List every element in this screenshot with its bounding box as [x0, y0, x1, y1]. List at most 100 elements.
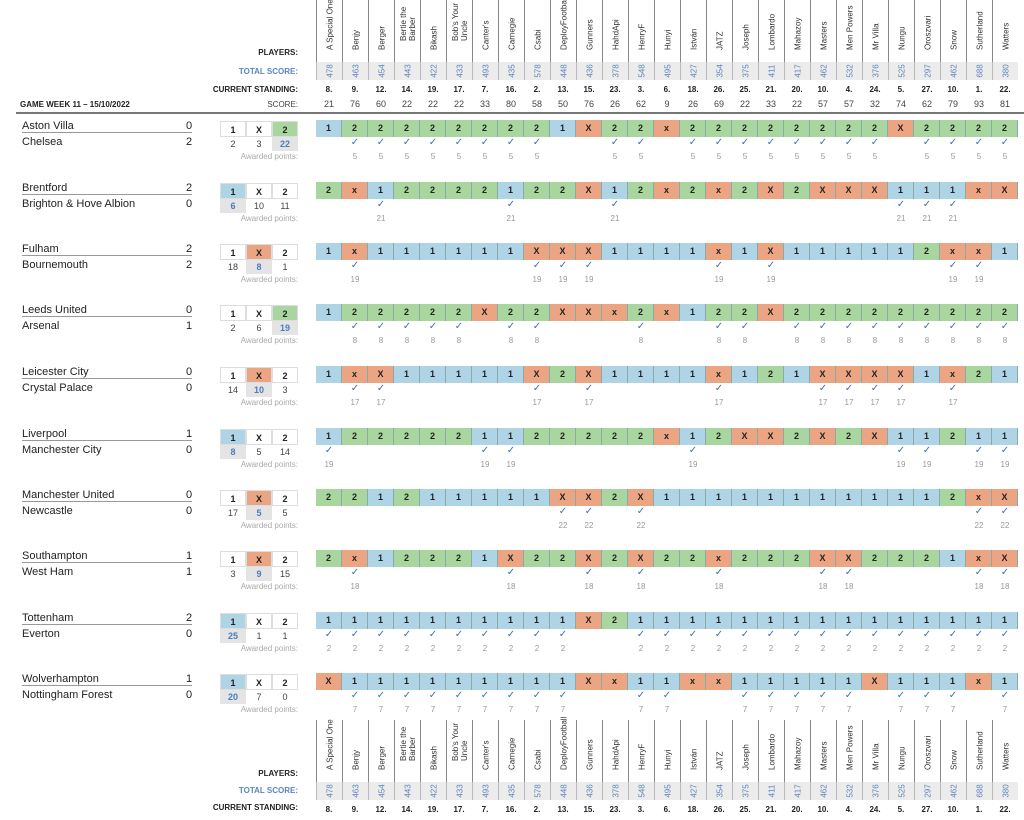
total-score-value: 417 — [793, 64, 802, 78]
player-name: A Special One — [325, 719, 334, 770]
player-name-col[interactable]: JATZ — [706, 0, 732, 62]
check-icon: ✓ — [922, 137, 932, 148]
player-name-col[interactable]: HenryF — [628, 0, 654, 62]
player-name-col[interactable]: Csabi — [524, 0, 550, 62]
player-name-col[interactable]: Gunners — [576, 0, 602, 62]
footer-player-name-col[interactable]: A Special One — [316, 719, 342, 782]
player-pick: 1 — [368, 243, 394, 260]
player-name-col[interactable]: Bikash — [420, 0, 446, 62]
awarded-points-value: 2 — [456, 644, 462, 653]
footer-player-name-col[interactable]: HenryF — [628, 720, 654, 782]
player-name-col[interactable]: Mahazoy — [784, 0, 810, 62]
footer-player-total-score: 297 — [914, 782, 940, 800]
player-name-col[interactable]: Men Powers — [836, 0, 862, 62]
footer-player-name-col[interactable]: Mr Villa — [862, 720, 888, 782]
player-pick: 1 — [446, 366, 472, 383]
footer-player-name-col[interactable]: DeployFootball — [550, 717, 576, 782]
footer-player-name-col[interactable]: Nungu — [888, 720, 914, 782]
player-name-col[interactable]: Mr Villa — [862, 0, 888, 62]
check-icon: ✓ — [506, 629, 516, 640]
footer-player-name-col[interactable]: Berger — [368, 720, 394, 782]
player-name-col[interactable]: Oroszvari — [914, 0, 940, 62]
player-pick: 2 — [628, 120, 654, 137]
footer-player-name-col[interactable]: Carnegie — [498, 720, 524, 782]
player-name-col[interactable]: Bertie the Barber — [394, 0, 420, 62]
player-name-col[interactable]: Berger — [368, 0, 394, 62]
awarded-points-value: 5 — [950, 152, 956, 161]
player-pick: 1 — [472, 673, 498, 690]
away-goals: 0 — [186, 198, 193, 210]
footer-player-name-col[interactable]: Csabi — [524, 720, 550, 782]
player-name: Csabi — [533, 749, 542, 770]
check-icon: ✓ — [974, 321, 984, 332]
player-name-col[interactable]: Bob's Your Uncle — [446, 0, 472, 62]
footer-player-name-col[interactable]: Sutherland — [966, 720, 992, 782]
player-name-col[interactable]: DeployFootball — [550, 0, 576, 62]
footer-player-name-col[interactable]: Hunyi — [654, 720, 680, 782]
outcome-x-count: 1 — [256, 631, 262, 641]
player-name-col[interactable]: Snow — [940, 0, 966, 62]
player-name-col[interactable]: Canter's — [472, 0, 498, 62]
player-name-col[interactable]: Watters — [992, 0, 1018, 62]
total-score-value: 297 — [923, 64, 932, 78]
player-name-col[interactable]: Hunyi — [654, 0, 680, 62]
player-name-col[interactable]: Nungu — [888, 0, 914, 62]
outcome-2-box: 2 — [272, 674, 298, 690]
check-icon: ✓ — [792, 137, 802, 148]
footer-player-name-col[interactable]: Snow — [940, 720, 966, 782]
footer-player-name-col[interactable]: Benjy — [342, 720, 368, 782]
player-pick: 1 — [784, 243, 810, 260]
player-name-col[interactable]: Carnegie — [498, 0, 524, 62]
footer-player-name-col[interactable]: Mahazoy — [784, 720, 810, 782]
player-name-col[interactable]: István — [680, 0, 706, 62]
player-name: Watters — [1001, 742, 1010, 770]
footer-player-name-col[interactable]: Oroszvari — [914, 720, 940, 782]
player-score: 22 — [739, 99, 750, 109]
footer-player-name-col[interactable]: Bertie the Barber — [394, 720, 420, 782]
player-pick: 2 — [836, 428, 862, 445]
player-pick: X — [992, 550, 1018, 567]
footer-player-name-col[interactable]: Joseph — [732, 720, 758, 782]
awarded-points-value: 19 — [1000, 460, 1010, 469]
awarded-points-value: 5 — [612, 152, 618, 161]
awarded-points-value: 7 — [846, 705, 852, 714]
footer-player-name-col[interactable]: Bob's Your Uncle — [446, 720, 472, 782]
footer-player-name-col[interactable]: Men Powers — [836, 720, 862, 782]
check-icon: ✓ — [636, 137, 646, 148]
footer-player-name-col[interactable]: Watters — [992, 720, 1018, 782]
check-icon: ✓ — [558, 506, 568, 517]
player-name-col[interactable]: Benjy — [342, 0, 368, 62]
player-name-col[interactable]: Lombardo — [758, 0, 784, 62]
footer-player-name-col[interactable]: Masters — [810, 720, 836, 782]
player-total-score: 448 — [550, 62, 576, 80]
check-icon: ✓ — [428, 629, 438, 640]
footer-player-name-col[interactable]: HahdApi — [602, 720, 628, 782]
footer-player-name-col[interactable]: István — [680, 720, 706, 782]
check-icon: ✓ — [532, 260, 542, 271]
total-score-value: 443 — [403, 784, 412, 798]
home-team-name: Aston Villa — [22, 120, 192, 133]
check-icon: ✓ — [402, 690, 412, 701]
footer-player-total-score: 443 — [394, 782, 420, 800]
footer-player-name-col[interactable]: Gunners — [576, 720, 602, 782]
outcome-1-box: 1 — [220, 305, 246, 321]
player-name-col[interactable]: Sutherland — [966, 0, 992, 62]
player-pick: 2 — [420, 120, 446, 137]
total-score-value: 478 — [325, 784, 334, 798]
player-pick: 2 — [342, 428, 368, 445]
player-name-col[interactable]: Masters — [810, 0, 836, 62]
player-pick: X — [576, 550, 602, 567]
check-icon: ✓ — [818, 567, 828, 578]
footer-player-name-col[interactable]: Bikash — [420, 720, 446, 782]
check-icon: ✓ — [818, 383, 828, 394]
footer-player-name-col[interactable]: Lombardo — [758, 720, 784, 782]
player-name-col[interactable]: A Special One — [316, 0, 342, 62]
player-pick: 2 — [446, 550, 472, 567]
footer-player-total-score: 532 — [836, 782, 862, 800]
footer-player-name-col[interactable]: Canter's — [472, 720, 498, 782]
player-name: Sutherland — [975, 11, 984, 50]
player-pick: 1 — [472, 550, 498, 567]
footer-player-name-col[interactable]: JATZ — [706, 720, 732, 782]
player-name-col[interactable]: Joseph — [732, 0, 758, 62]
player-name-col[interactable]: HahdApi — [602, 0, 628, 62]
